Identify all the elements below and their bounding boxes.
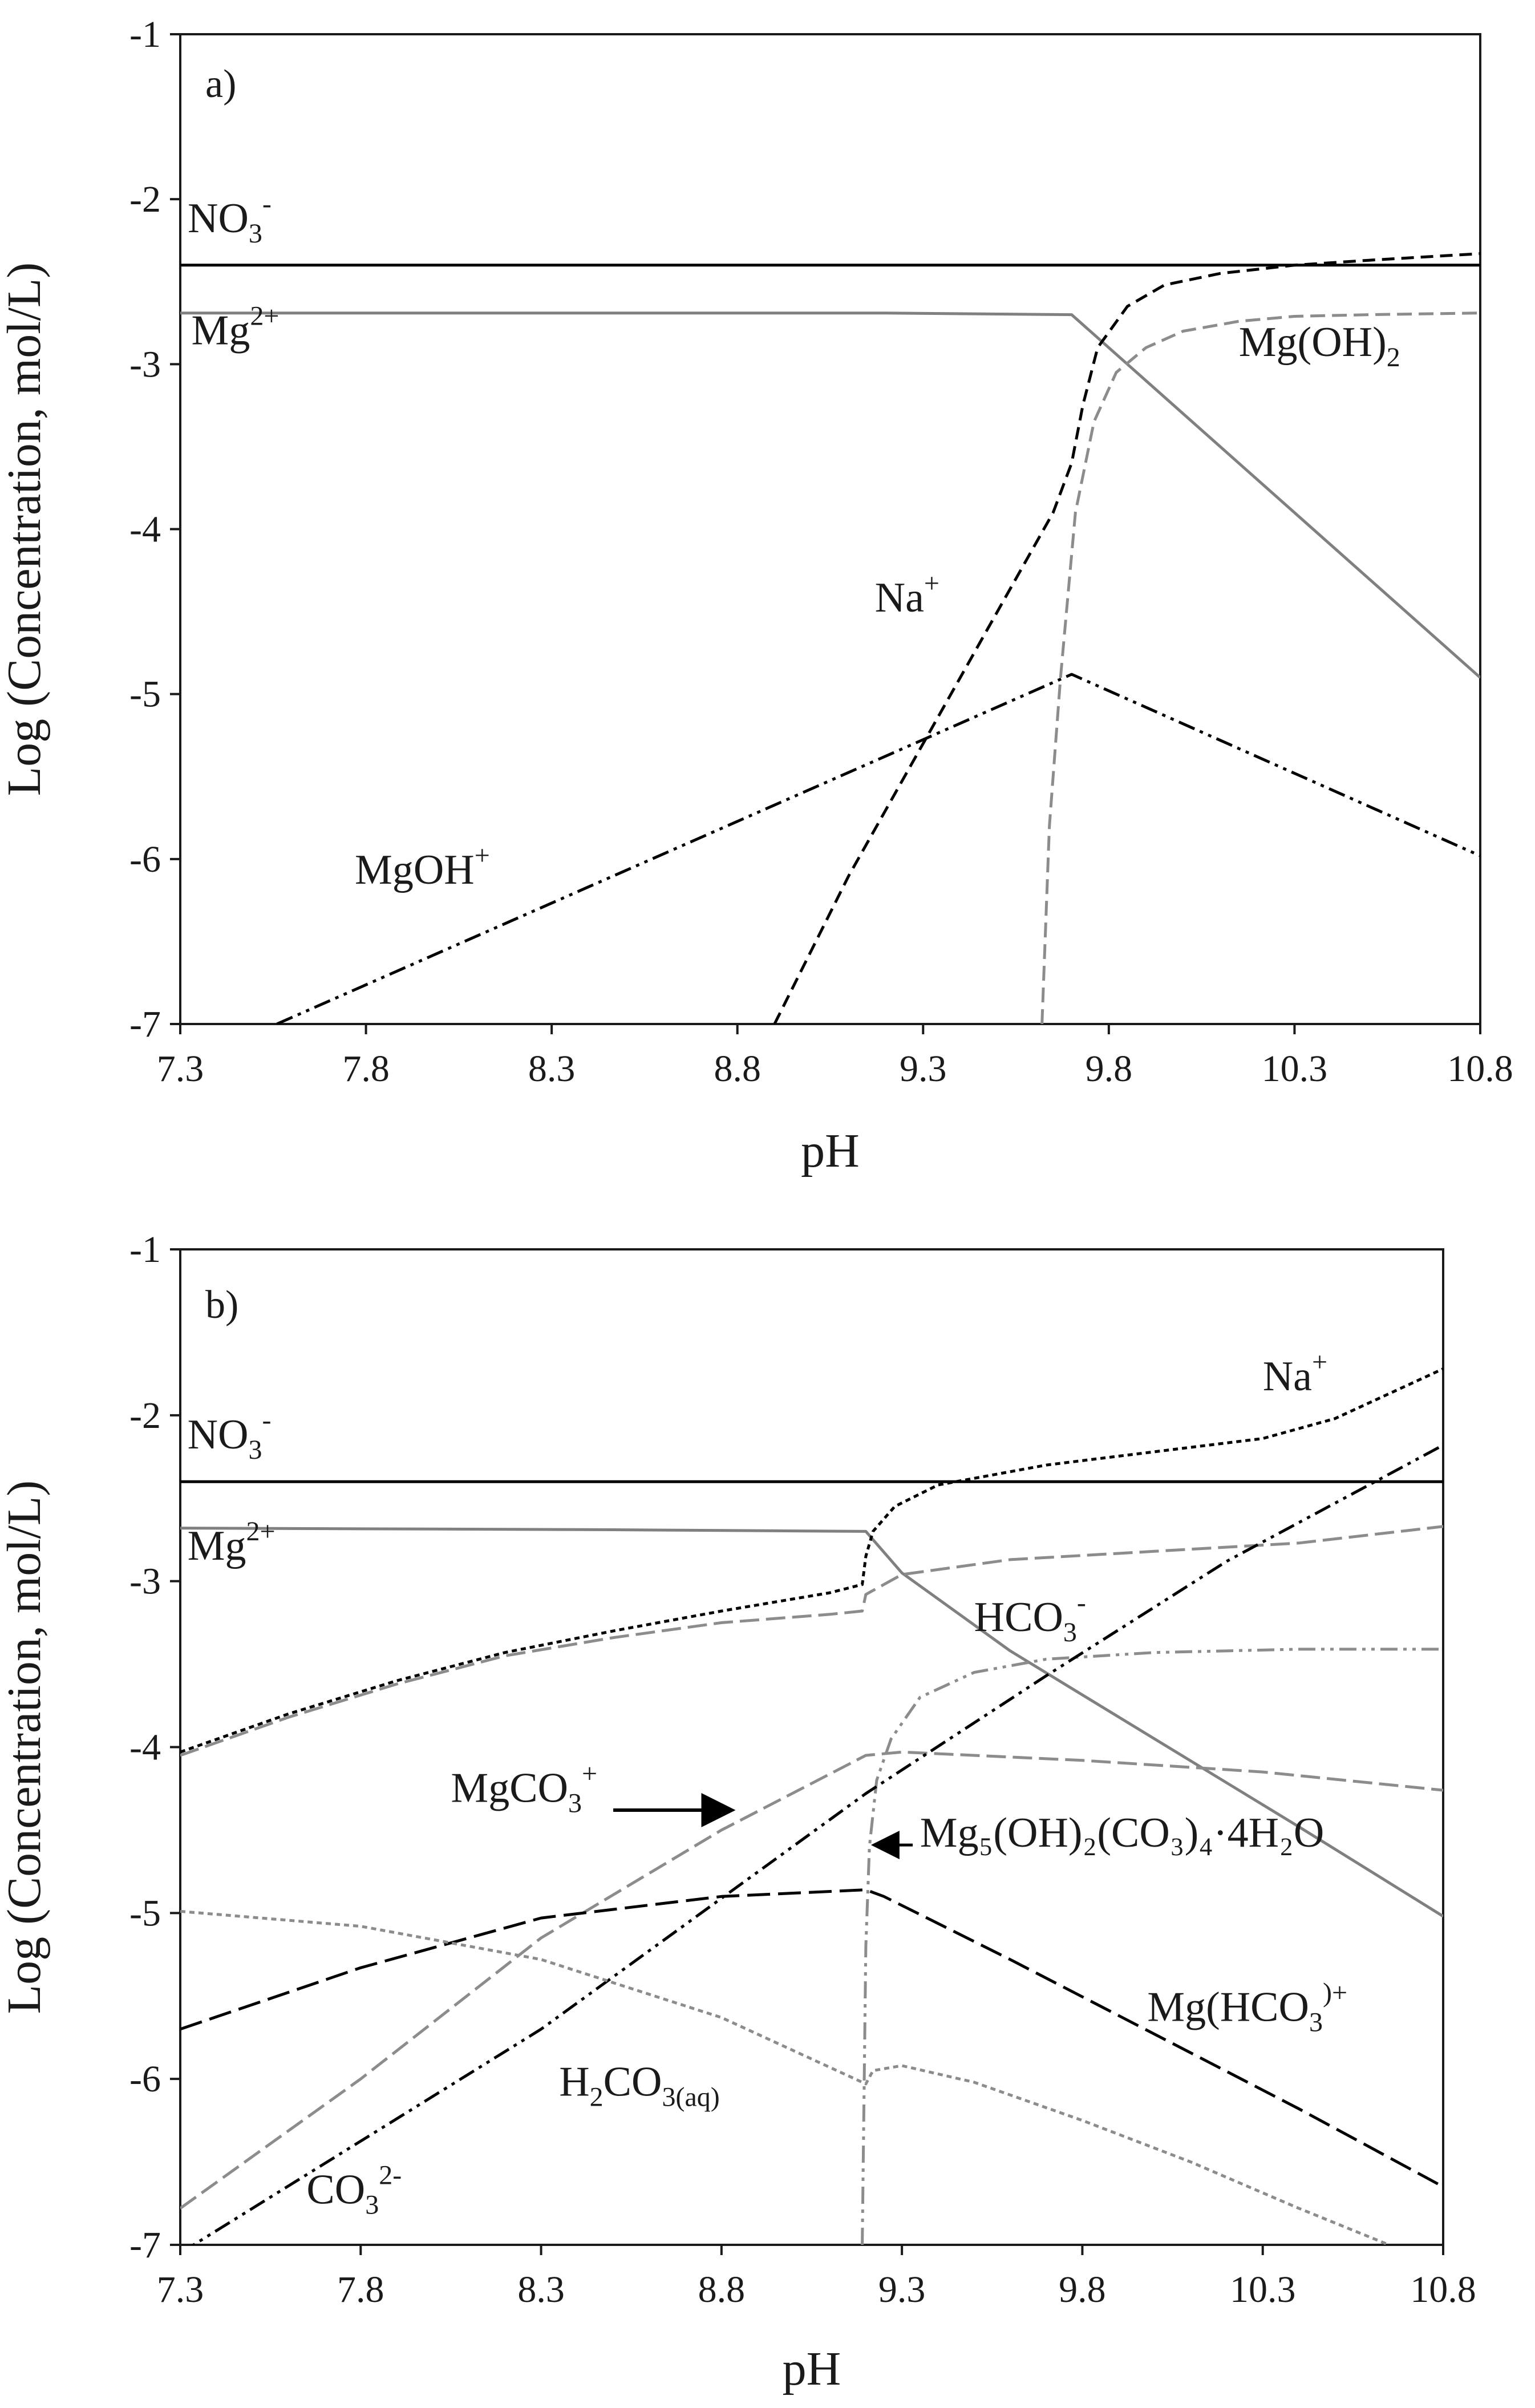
x-tick-label: 9.3 bbox=[878, 2269, 926, 2310]
y-tick-label: -6 bbox=[129, 839, 161, 880]
x-tick-label: 7.3 bbox=[157, 1048, 204, 1090]
x-tick-label: 10.8 bbox=[1410, 2269, 1476, 2310]
x-tick-label: 10.3 bbox=[1262, 1048, 1328, 1090]
y-tick-label: -3 bbox=[129, 1561, 161, 1602]
y-axis-title: Log (Concentration, mol/L) bbox=[0, 1480, 51, 2014]
x-tick-label: 8.8 bbox=[714, 1048, 761, 1090]
y-tick-label: -7 bbox=[129, 2224, 161, 2266]
series-label-mgoh: MgOH+ bbox=[355, 840, 490, 893]
y-tick-label: -2 bbox=[129, 1395, 161, 1436]
series-label-co32: CO32- bbox=[306, 2160, 402, 2220]
panel-label: b) bbox=[205, 1283, 238, 1327]
x-axis-title: pH bbox=[783, 2342, 841, 2395]
x-tick-label: 10.3 bbox=[1230, 2269, 1296, 2310]
series-label-mg2: Mg2+ bbox=[188, 1516, 276, 1569]
series-line-na bbox=[180, 1367, 1443, 1754]
x-tick-label: 7.8 bbox=[337, 2269, 384, 2310]
series-line-h2co3-aq bbox=[180, 1909, 1390, 2245]
series-label-mgco3: MgCO3+ bbox=[451, 1758, 597, 1818]
y-tick-label: -7 bbox=[129, 1003, 161, 1045]
series-line-mgco3 bbox=[180, 1750, 1443, 2210]
series-label-na: Na+ bbox=[875, 568, 939, 621]
series-line-mg-hco3 bbox=[180, 1888, 1443, 2188]
y-tick-label: -4 bbox=[129, 509, 161, 551]
series-line-na bbox=[773, 252, 1480, 1024]
y-tick-label: -3 bbox=[129, 343, 161, 385]
y-tick-label: -1 bbox=[129, 1229, 161, 1270]
series-line-hco3 bbox=[180, 1525, 1443, 1757]
x-tick-label: 10.8 bbox=[1447, 1048, 1513, 1090]
y-tick-label: -5 bbox=[129, 1892, 161, 1934]
series-label-no3: NO3- bbox=[188, 1405, 272, 1465]
series-label-mg5-oh-2-co3-4-4h2o: Mg₅(OH)₂(CO₃)₄·4H₂O bbox=[920, 1810, 1325, 1856]
x-tick-label: 9.3 bbox=[900, 1048, 947, 1090]
series-line-mg5-oh-2-co3-4-4h2o bbox=[861, 1648, 1443, 2245]
y-tick-label: -4 bbox=[129, 1727, 161, 1768]
series-label-mg-oh-2: Mg(OH)2 bbox=[1239, 319, 1400, 373]
x-tick-label: 9.8 bbox=[1086, 1048, 1133, 1090]
x-tick-label: 7.8 bbox=[342, 1048, 390, 1090]
x-tick-label: 8.3 bbox=[517, 2269, 565, 2310]
series-line-mg2 bbox=[180, 311, 1480, 679]
y-tick-label: -5 bbox=[129, 674, 161, 715]
series-label-hco3: HCO3- bbox=[974, 1588, 1086, 1648]
y-tick-label: -1 bbox=[129, 14, 161, 55]
series-label-na: Na+ bbox=[1263, 1347, 1327, 1400]
panel-label: a) bbox=[205, 62, 236, 106]
x-tick-label: 7.3 bbox=[157, 2269, 204, 2310]
series-label-no3: NO3- bbox=[188, 189, 272, 249]
x-tick-label: 8.8 bbox=[698, 2269, 746, 2310]
y-tick-label: -6 bbox=[129, 2058, 161, 2100]
series-line-mg-oh-2 bbox=[1040, 311, 1480, 1024]
series-label-mg2: Mg2+ bbox=[192, 301, 280, 354]
series-label-mg-hco3: Mg(HCO3)+ bbox=[1147, 1977, 1347, 2037]
y-tick-label: -2 bbox=[129, 179, 161, 220]
panel-b-chart: -1 -2 -3 -4 -5 -6 -77.3 7.8 8.3 8.8 9.3 9.8 10.3 10.8… bbox=[0, 1229, 1476, 2395]
x-axis-title: pH bbox=[801, 1124, 860, 1177]
panel-a-chart: -1 -2 -3 -4 -5 -6 -77.3 7.8 8.3 8.8 9.3 9.8 10.3 10.8… bbox=[0, 14, 1513, 1177]
x-tick-label: 8.3 bbox=[528, 1048, 576, 1090]
x-tick-label: 9.8 bbox=[1059, 2269, 1106, 2310]
series-line-co32 bbox=[191, 1443, 1443, 2245]
series-line-mg2 bbox=[180, 1527, 1443, 1918]
series-line-mgoh bbox=[276, 673, 1480, 1024]
y-axis-title: Log (Concentration, mol/L) bbox=[0, 262, 51, 796]
series-label-h2co3-aq: H2CO3(aq) bbox=[559, 2058, 720, 2112]
